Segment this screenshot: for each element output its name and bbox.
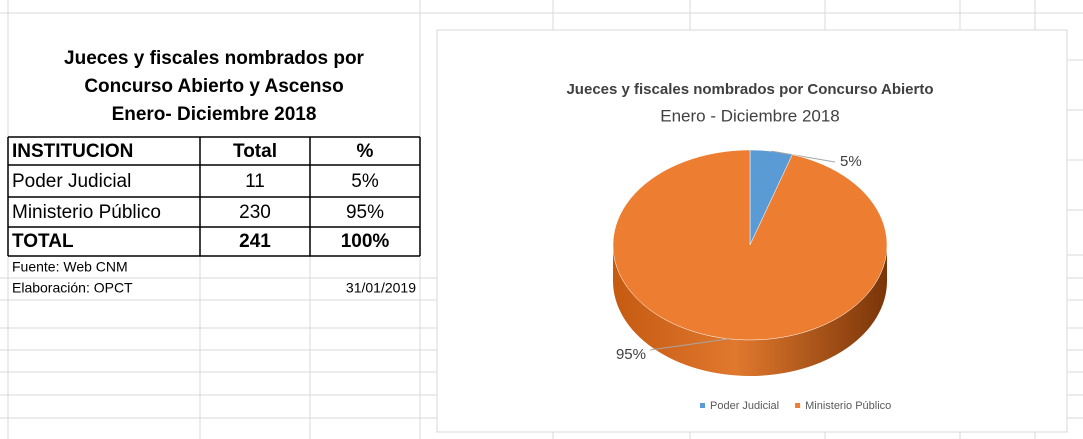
data-label: 95% bbox=[616, 346, 646, 363]
cell: 11 bbox=[245, 171, 265, 192]
cell: Poder Judicial bbox=[12, 171, 131, 192]
header-cell: Total bbox=[233, 141, 277, 162]
legend-label: Poder Judicial bbox=[710, 400, 779, 412]
legend-swatch bbox=[700, 403, 705, 408]
header-cell: % bbox=[357, 141, 374, 162]
table-title: Enero- Diciembre 2018 bbox=[112, 104, 317, 125]
table-title: Concurso Abierto y Ascenso bbox=[84, 76, 343, 97]
source-note: Fuente: Web CNM bbox=[12, 259, 128, 275]
cell: 5% bbox=[351, 171, 379, 192]
total-cell: 100% bbox=[341, 231, 390, 252]
pie-slice bbox=[612, 149, 888, 341]
header-cell: INSTITUCION bbox=[12, 141, 133, 162]
legend-label: Ministerio Público bbox=[805, 400, 891, 412]
pie-side bbox=[613, 245, 887, 376]
total-cell: 241 bbox=[239, 231, 271, 252]
cell: Ministerio Público bbox=[12, 202, 161, 223]
cell: 95% bbox=[346, 202, 384, 223]
prepared-note: Elaboración: OPCT bbox=[12, 280, 133, 296]
cell: 230 bbox=[239, 202, 271, 223]
leader-line bbox=[649, 338, 729, 351]
chart-subtitle: Enero - Diciembre 2018 bbox=[660, 106, 840, 125]
chart-title: Jueces y fiscales nombrados por Concurso… bbox=[566, 81, 933, 98]
legend-swatch bbox=[795, 403, 801, 408]
leader-line bbox=[771, 150, 836, 163]
table-title: Jueces y fiscales nombrados por bbox=[64, 48, 365, 69]
date-note: 31/01/2019 bbox=[346, 280, 416, 296]
total-cell: TOTAL bbox=[12, 231, 74, 252]
data-label: 5% bbox=[840, 153, 862, 170]
table: Jueces y fiscales nombrados por Concurso… bbox=[7, 48, 421, 296]
title-area bbox=[9, 14, 419, 137]
